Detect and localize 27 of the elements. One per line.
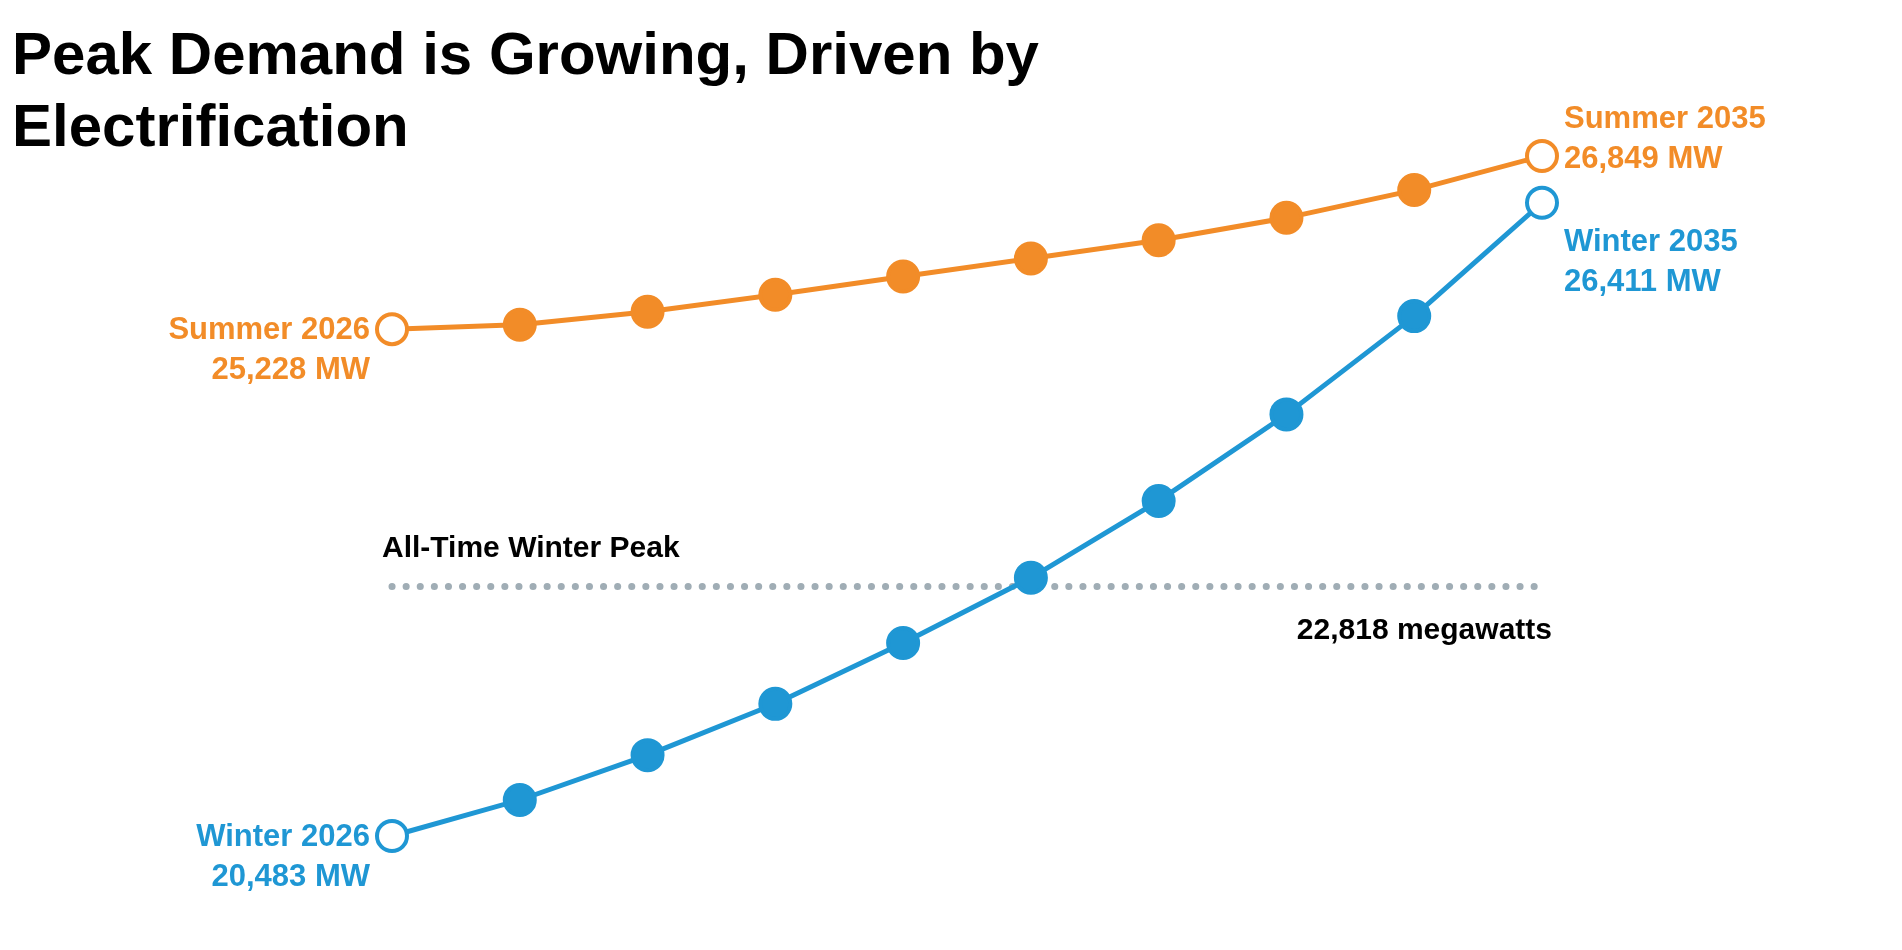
- data-label: Summer 2026 25,228 MW: [168, 311, 371, 387]
- point: [1397, 299, 1432, 334]
- point: [1525, 185, 1559, 220]
- ref-line-label: All-Time Winter Peak: [382, 529, 680, 563]
- point: [886, 259, 921, 294]
- data-label: Winter 2026 20,483 MW: [196, 818, 371, 893]
- point: [630, 738, 665, 773]
- point: [1013, 560, 1048, 595]
- point: [1269, 200, 1304, 235]
- point: [375, 312, 409, 347]
- point: [630, 294, 665, 329]
- point: [758, 686, 793, 721]
- data-label: Summer 2035 26,849 MW: [1564, 100, 1766, 175]
- point: [1269, 397, 1304, 432]
- annotation: 22,818 megawatts: [1296, 611, 1552, 645]
- point: [1013, 241, 1048, 276]
- point: [502, 783, 537, 817]
- point: [375, 819, 409, 853]
- point: [886, 626, 921, 660]
- point: [1141, 223, 1176, 258]
- chart-title: Peak Demand is Growing, Driven by Electrification: [12, 19, 1040, 161]
- point: [1525, 139, 1559, 173]
- data-label: Winter 2035 26,411 MW: [1564, 222, 1738, 298]
- point: [1141, 483, 1176, 518]
- point: [502, 307, 537, 342]
- point: [758, 277, 793, 312]
- point: [1397, 173, 1432, 208]
